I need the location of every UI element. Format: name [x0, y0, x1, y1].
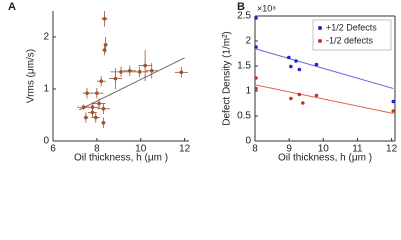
point	[101, 121, 106, 125]
point	[119, 70, 123, 74]
point	[314, 62, 319, 67]
x-axis-label: Oil thickness, h (μm )	[74, 153, 168, 164]
point	[289, 64, 293, 69]
point	[301, 101, 305, 105]
point	[254, 16, 258, 20]
point	[101, 106, 106, 111]
y-tick-label: 1	[245, 86, 251, 97]
point	[97, 101, 101, 106]
x-tick-label: 10	[135, 144, 147, 155]
fit-line	[255, 84, 394, 114]
y-tick-label: 0	[245, 136, 251, 147]
panel-label: A	[8, 1, 16, 13]
x-tick-label: 12	[386, 144, 398, 155]
point	[84, 115, 88, 120]
point	[137, 70, 142, 74]
point	[99, 79, 104, 83]
point	[149, 69, 154, 73]
x-tick-label: 12	[179, 144, 191, 155]
point	[81, 105, 86, 109]
point	[287, 55, 291, 60]
fit-line	[255, 48, 394, 89]
x-tick-label: 11	[352, 144, 363, 155]
point	[391, 99, 396, 104]
legend-label: -1/2 defects	[326, 35, 374, 45]
y-tick-label: 1	[43, 84, 49, 95]
y-tick-label: 2.5	[237, 11, 251, 22]
y-axis-label: Defect Density (1/m²)	[222, 31, 233, 125]
point	[127, 69, 132, 73]
point	[93, 115, 98, 120]
point	[297, 67, 302, 72]
y-tick-label: 0.5	[237, 111, 251, 122]
x-tick-label: 8	[94, 144, 100, 155]
point	[113, 76, 118, 81]
x-tick-label: 9	[286, 144, 292, 155]
point	[254, 45, 258, 49]
legend-label: +1/2 Defects	[326, 22, 377, 32]
x-tick-label: 8	[252, 144, 258, 155]
point	[90, 110, 95, 115]
point	[143, 63, 147, 68]
x-tick-label: 6	[50, 144, 56, 155]
point	[254, 76, 258, 80]
fit-line	[79, 57, 185, 111]
x-tick-label: 10	[318, 144, 330, 155]
point	[95, 91, 99, 95]
y-tick-label: 0	[43, 136, 49, 147]
legend-box	[312, 19, 392, 51]
point	[102, 17, 107, 21]
point	[254, 86, 258, 91]
legend-marker	[318, 26, 322, 30]
point	[294, 59, 298, 63]
y-axis-label: Vrms (μm/s)	[26, 49, 37, 103]
y-tick-label: 2	[43, 32, 49, 43]
y-tick-label: 2	[245, 36, 251, 47]
x-axis-label: Oil thickness, h (μm )	[278, 153, 372, 164]
point	[179, 70, 184, 75]
point	[102, 48, 107, 52]
point	[289, 96, 293, 101]
axis-multiplier: ×10⁸	[257, 3, 276, 13]
point	[85, 91, 89, 95]
point	[391, 109, 396, 113]
y-tick-label: 1.5	[237, 61, 251, 72]
panel-label: B	[237, 1, 245, 13]
point	[297, 92, 302, 97]
legend-marker	[318, 39, 322, 43]
point	[314, 93, 319, 98]
